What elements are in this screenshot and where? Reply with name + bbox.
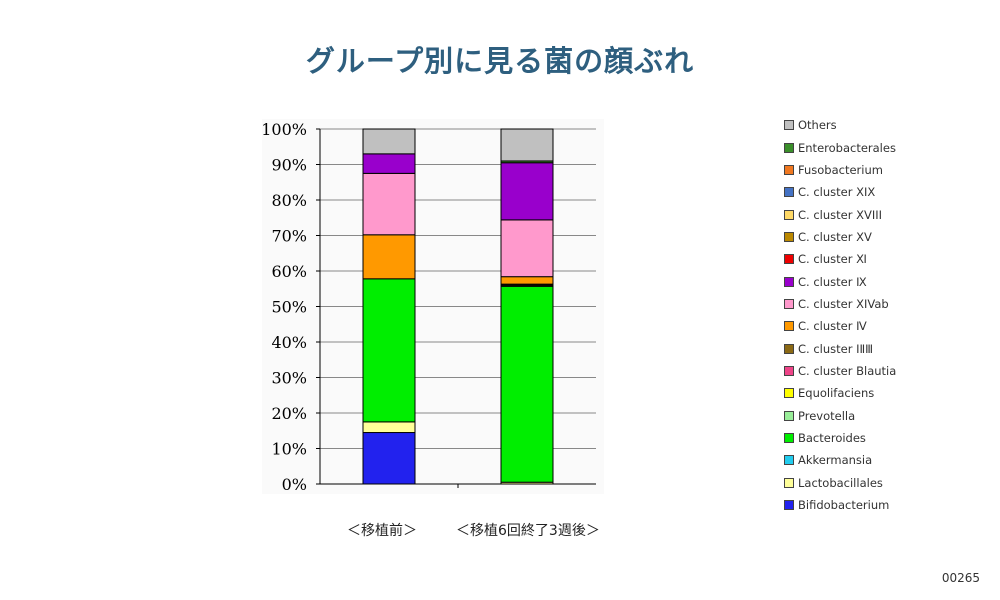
legend-entry: Bifidobacterium <box>784 494 998 516</box>
y-tick-label: 100% <box>261 120 307 139</box>
legend-label: Akkermansia <box>798 453 873 468</box>
bar-segment <box>500 285 554 483</box>
legend-swatch <box>784 298 794 309</box>
legend-entry: Akkermansia <box>784 449 998 471</box>
bar-segment <box>362 421 416 434</box>
legend-label: Bacteroides <box>798 430 866 445</box>
legend-label: C. cluster Ⅺ <box>798 252 867 267</box>
legend-label: C. cluster ⅠⅡⅢ <box>798 341 874 356</box>
legend-swatch <box>784 432 794 443</box>
legend-swatch <box>784 209 794 220</box>
bar-segment <box>362 278 416 423</box>
legend-label: C. cluster XIVab <box>798 296 889 311</box>
legend-label: Enterobacterales <box>798 140 896 155</box>
chart-legend: Others Enterobacterales Fusobacterium C. cl… <box>784 114 998 516</box>
legend-swatch <box>784 120 794 131</box>
legend-swatch <box>784 500 794 511</box>
legend-label: C. cluster XV <box>798 229 872 244</box>
legend-entry: C. cluster XV <box>784 226 998 248</box>
y-tick-label: 80% <box>271 191 307 210</box>
bar-segment <box>362 432 416 485</box>
legend-entry: Enterobacterales <box>784 136 998 158</box>
page-number: 00265 <box>941 571 980 585</box>
bar-segment <box>500 128 554 162</box>
legend-entry: Equolifaciens <box>784 382 998 404</box>
legend-label: C. cluster Blautia <box>798 363 897 378</box>
x-category-label: ＜移植前＞ <box>347 523 417 539</box>
legend-entry: Others <box>784 114 998 136</box>
y-tick-label: 90% <box>271 156 307 175</box>
y-tick-label: 70% <box>271 227 307 246</box>
legend-label: Lactobacillales <box>798 475 883 490</box>
legend-swatch <box>784 455 794 466</box>
legend-label: C. cluster Ⅳ <box>798 319 867 334</box>
legend-swatch <box>784 343 794 354</box>
legend-swatch <box>784 187 794 198</box>
legend-label: Prevotella <box>798 408 856 423</box>
legend-entry: Prevotella <box>784 404 998 426</box>
bar-segment <box>362 234 416 280</box>
y-tick-label: 50% <box>271 298 307 317</box>
y-tick-label: 40% <box>271 333 307 352</box>
x-category-label: ＜移植6回終了3週後＞ <box>456 523 600 539</box>
legend-entry: C. cluster XIX <box>784 181 998 203</box>
legend-entry: Lactobacillales <box>784 472 998 494</box>
legend-swatch <box>784 410 794 421</box>
legend-swatch <box>784 231 794 242</box>
legend-entry: C. cluster Ⅳ <box>784 315 998 337</box>
legend-swatch <box>784 365 794 376</box>
bar-segment <box>362 172 416 236</box>
legend-label: C. cluster XIX <box>798 185 876 200</box>
legend-swatch <box>784 254 794 265</box>
legend-entry: C. cluster Blautia <box>784 360 998 382</box>
legend-entry: C. cluster ⅠⅡⅢ <box>784 337 998 359</box>
legend-entry: C. cluster Ⅸ <box>784 270 998 292</box>
legend-entry: C. cluster Ⅺ <box>784 248 998 270</box>
legend-label: Equolifaciens <box>798 386 875 401</box>
legend-swatch <box>784 321 794 332</box>
legend-entry: C. cluster XVIII <box>784 203 998 225</box>
legend-entry: C. cluster XIVab <box>784 293 998 315</box>
legend-label: Fusobacterium <box>798 162 883 177</box>
bar-segment <box>362 153 416 174</box>
y-tick-label: 20% <box>271 404 307 423</box>
page-title: グループ別に見る菌の顔ぶれ <box>305 44 695 78</box>
y-tick-label: 60% <box>271 262 307 281</box>
bar-segment <box>500 276 554 285</box>
y-tick-label: 10% <box>271 440 307 459</box>
bar-segment <box>500 219 554 278</box>
y-tick-label: 0% <box>282 475 307 494</box>
legend-entry: Fusobacterium <box>784 159 998 181</box>
legend-swatch <box>784 477 794 488</box>
legend-label: C. cluster XVIII <box>798 207 883 222</box>
legend-label: Bifidobacterium <box>798 498 890 513</box>
legend-label: C. cluster Ⅸ <box>798 274 867 289</box>
legend-swatch <box>784 142 794 153</box>
legend-label: Others <box>798 118 837 133</box>
y-tick-label: 30% <box>271 369 307 388</box>
legend-swatch <box>784 276 794 287</box>
legend-swatch <box>784 164 794 175</box>
bar-segment <box>500 162 554 221</box>
legend-swatch <box>784 388 794 399</box>
bar-segment <box>362 128 416 155</box>
legend-entry: Bacteroides <box>784 427 998 449</box>
